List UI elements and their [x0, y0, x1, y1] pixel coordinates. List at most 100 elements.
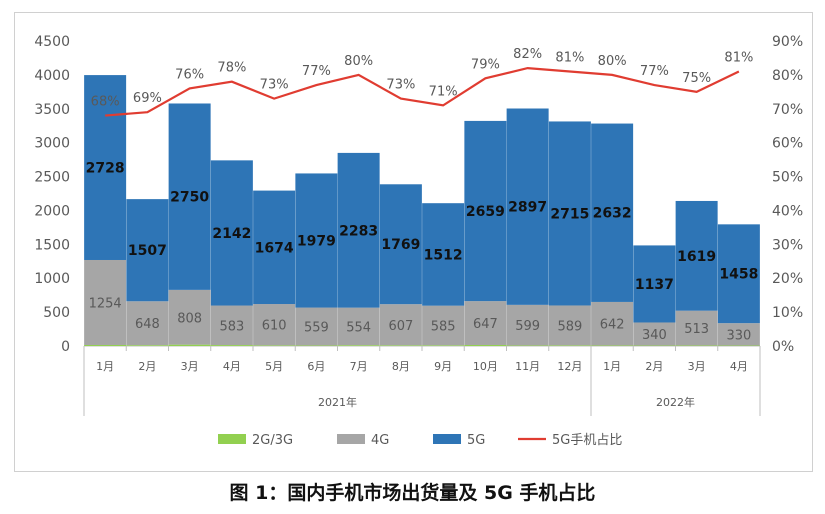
bar-5g [168, 103, 211, 290]
data-label-5g-share: 73% [386, 78, 415, 93]
y-left-tick-label: 1000 [34, 271, 70, 287]
data-label-5g: 2897 [508, 200, 547, 216]
data-label-5g-share: 82% [513, 47, 542, 62]
bar-5g [210, 160, 253, 306]
data-label-5g: 1674 [255, 240, 294, 256]
bar-4g [633, 322, 676, 346]
bar-5g [253, 190, 296, 305]
year-group-label: 2021年 [318, 395, 357, 409]
y-left-tick-label: 2500 [34, 170, 70, 186]
data-label-5g-share: 69% [133, 91, 162, 106]
data-label-4g: 589 [557, 319, 582, 334]
y-right-tick-label: 0% [772, 339, 794, 355]
legend-2g-3g-swatch [218, 434, 246, 444]
bar-5g [84, 75, 127, 260]
chart-frame: 0 500 1000 1500 2000 2500 3000 3500 4000 4500 0% 10… [14, 12, 813, 472]
bar-5g [591, 123, 634, 302]
bar-2g-3g [506, 345, 549, 346]
bar-5g [548, 121, 591, 306]
bar-4g [379, 304, 422, 346]
x-category-label: 4月 [223, 360, 241, 373]
y-left-tick-label: 500 [43, 305, 70, 321]
data-label-4g: 599 [515, 319, 540, 334]
bar-4g [422, 305, 465, 346]
x-category-label: 7月 [350, 360, 368, 373]
bar-5g [379, 184, 422, 305]
bar-4g [168, 289, 211, 345]
data-label-5g-share: 75% [682, 71, 711, 86]
data-label-4g: 340 [642, 328, 667, 343]
data-label-5g: 2632 [593, 206, 632, 222]
bar-5g [675, 200, 718, 311]
line-5g-share [105, 67, 740, 117]
data-label-5g-share: 78% [217, 61, 246, 76]
legend-5g-swatch [433, 434, 461, 444]
data-label-5g-share: 77% [640, 64, 669, 79]
x-category-label: 12月 [557, 360, 582, 373]
bar-5g [506, 108, 549, 305]
x-category-label: 6月 [307, 360, 325, 373]
bar-2g-3g [591, 345, 634, 346]
data-label-5g: 2750 [170, 190, 209, 206]
bar-4g [591, 301, 634, 346]
y-left-tick-label: 3500 [34, 102, 70, 118]
y-left-tick-label: 2000 [34, 203, 70, 219]
data-label-4g: 642 [600, 318, 625, 333]
data-label-5g-share: 80% [344, 54, 373, 69]
data-label-5g-share: 81% [724, 51, 753, 66]
data-label-5g: 1769 [381, 237, 420, 253]
bar-2g-3g [379, 345, 422, 346]
bar-4g [337, 307, 380, 346]
data-label-5g-share: 77% [302, 64, 331, 79]
figure-caption: 图 1：国内手机市场出货量及 5G 手机占比 [229, 482, 596, 504]
data-label-5g: 1137 [635, 277, 674, 293]
data-label-5g: 1512 [424, 247, 463, 263]
data-label-5g: 1507 [128, 243, 167, 259]
data-label-4g: 513 [684, 322, 709, 337]
y-left-tick-label: 1500 [34, 237, 70, 253]
bar-4g [84, 259, 127, 345]
y-right-tick-label: 30% [772, 237, 803, 253]
data-label-4g: 585 [431, 319, 456, 334]
bar-4g [548, 305, 591, 346]
data-label-5g-share: 79% [471, 57, 500, 72]
x-category-label: 11月 [515, 360, 540, 373]
bar-4g [126, 301, 169, 346]
x-category-label: 2月 [645, 360, 663, 373]
y-right-tick-label: 90% [772, 34, 803, 50]
bar-5g [295, 173, 338, 308]
x-category-label: 1月 [603, 360, 621, 373]
data-label-4g: 648 [135, 317, 160, 332]
legend-5g-label: 5G [467, 433, 485, 448]
data-label-4g: 330 [726, 328, 751, 343]
bar-2g-3g [210, 345, 253, 346]
y-left-tick-label: 4000 [34, 68, 70, 84]
data-label-5g: 1979 [297, 234, 336, 250]
y-right-tick-label: 40% [772, 203, 803, 219]
x-category-label: 2月 [138, 360, 156, 373]
bar-2g-3g [295, 345, 338, 346]
bar-2g-3g [337, 345, 380, 346]
x-category-label: 8月 [392, 360, 410, 373]
bar-5g [717, 224, 760, 324]
bar-5g [337, 152, 380, 308]
bar-2g-3g [253, 345, 296, 346]
bar-2g-3g [84, 344, 127, 346]
data-label-5g-share: 81% [555, 51, 584, 66]
y-right-tick-label: 60% [772, 136, 803, 152]
data-label-5g: 1619 [677, 249, 716, 265]
x-category-label: 3月 [688, 360, 706, 373]
data-label-5g-share: 76% [175, 67, 204, 82]
bar-2g-3g [675, 345, 718, 346]
data-label-5g: 2659 [466, 204, 505, 220]
bar-4g [675, 310, 718, 346]
x-category-label: 9月 [434, 360, 452, 373]
data-label-5g: 2283 [339, 223, 378, 239]
y-right-tick-label: 10% [772, 305, 803, 321]
bar-2g-3g [464, 344, 507, 346]
data-label-4g: 610 [262, 319, 287, 334]
data-label-4g: 1254 [89, 296, 122, 311]
bar-2g-3g [168, 344, 211, 346]
bar-2g-3g [548, 345, 591, 346]
y-left-tick-label: 4500 [34, 34, 70, 50]
